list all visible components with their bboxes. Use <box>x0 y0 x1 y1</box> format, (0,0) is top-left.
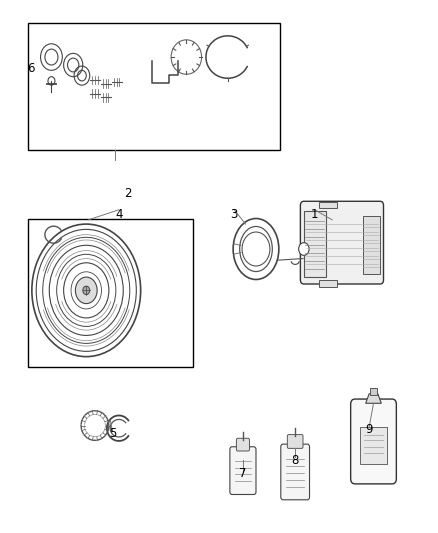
FancyBboxPatch shape <box>281 444 310 500</box>
Bar <box>28 219 193 367</box>
FancyBboxPatch shape <box>287 434 303 448</box>
FancyBboxPatch shape <box>230 447 256 495</box>
FancyBboxPatch shape <box>300 201 384 284</box>
Bar <box>319 202 336 208</box>
Text: 2: 2 <box>124 187 131 200</box>
FancyBboxPatch shape <box>351 399 396 484</box>
FancyBboxPatch shape <box>360 427 388 464</box>
Circle shape <box>299 243 309 255</box>
Text: 1: 1 <box>311 208 318 221</box>
Text: 8: 8 <box>291 454 299 466</box>
Bar <box>319 280 336 287</box>
Text: 9: 9 <box>365 423 373 437</box>
Circle shape <box>242 232 270 266</box>
Text: 4: 4 <box>115 208 123 221</box>
Text: 6: 6 <box>27 62 35 75</box>
Text: 3: 3 <box>230 208 238 221</box>
Text: 7: 7 <box>239 467 247 480</box>
Bar <box>363 216 380 274</box>
Text: 5: 5 <box>109 427 116 440</box>
FancyBboxPatch shape <box>237 438 250 451</box>
Bar <box>304 211 325 277</box>
Bar <box>370 389 377 395</box>
Circle shape <box>75 277 97 304</box>
Polygon shape <box>366 394 381 403</box>
Bar <box>28 22 280 150</box>
Circle shape <box>83 286 90 295</box>
